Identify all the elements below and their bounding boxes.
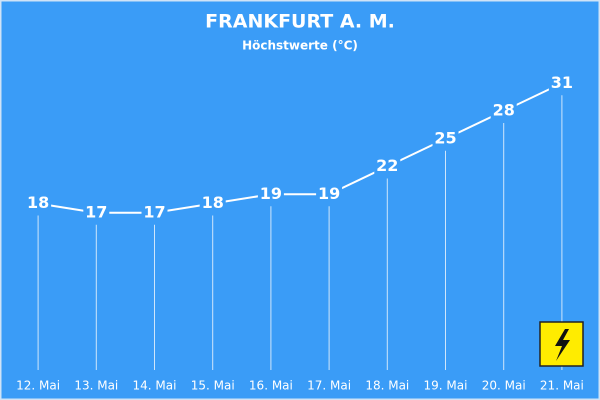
data-label: 17 <box>143 202 165 221</box>
data-label: 28 <box>493 101 515 120</box>
label-bg <box>199 193 226 214</box>
chart-subtitle: Höchstwerte (°C) <box>242 39 358 53</box>
label-bg <box>432 128 459 149</box>
x-tick-label: 12. Mai <box>16 379 60 393</box>
x-tick-label: 21. Mai <box>540 379 584 393</box>
x-tick-label: 15. Mai <box>191 379 235 393</box>
x-tick-label: 20. Mai <box>482 379 526 393</box>
x-tick-label: 19. Mai <box>424 379 468 393</box>
data-label: 31 <box>551 73 573 92</box>
x-tick-label: 14. Mai <box>133 379 177 393</box>
label-bg <box>25 193 52 214</box>
x-tick-label: 18. Mai <box>365 379 409 393</box>
data-label: 19 <box>318 184 340 203</box>
x-tick-label: 16. Mai <box>249 379 293 393</box>
x-tick-label: 17. Mai <box>307 379 351 393</box>
label-bg <box>548 73 575 94</box>
data-label: 25 <box>434 128 456 147</box>
x-tick-label: 13. Mai <box>74 379 118 393</box>
chart-title: FRANKFURT A. M. <box>205 11 395 33</box>
data-label: 18 <box>202 193 224 212</box>
data-label: 19 <box>260 184 282 203</box>
label-bg <box>141 202 168 223</box>
data-label: 17 <box>85 202 107 221</box>
label-bg <box>83 202 110 223</box>
warning-icon <box>539 321 584 367</box>
line <box>37 82 563 214</box>
label-bg <box>490 101 517 121</box>
label-bg <box>257 184 284 205</box>
data-label: 18 <box>27 193 49 212</box>
label-bg <box>316 184 343 205</box>
label-bg <box>374 156 401 177</box>
data-label: 22 <box>376 156 398 175</box>
